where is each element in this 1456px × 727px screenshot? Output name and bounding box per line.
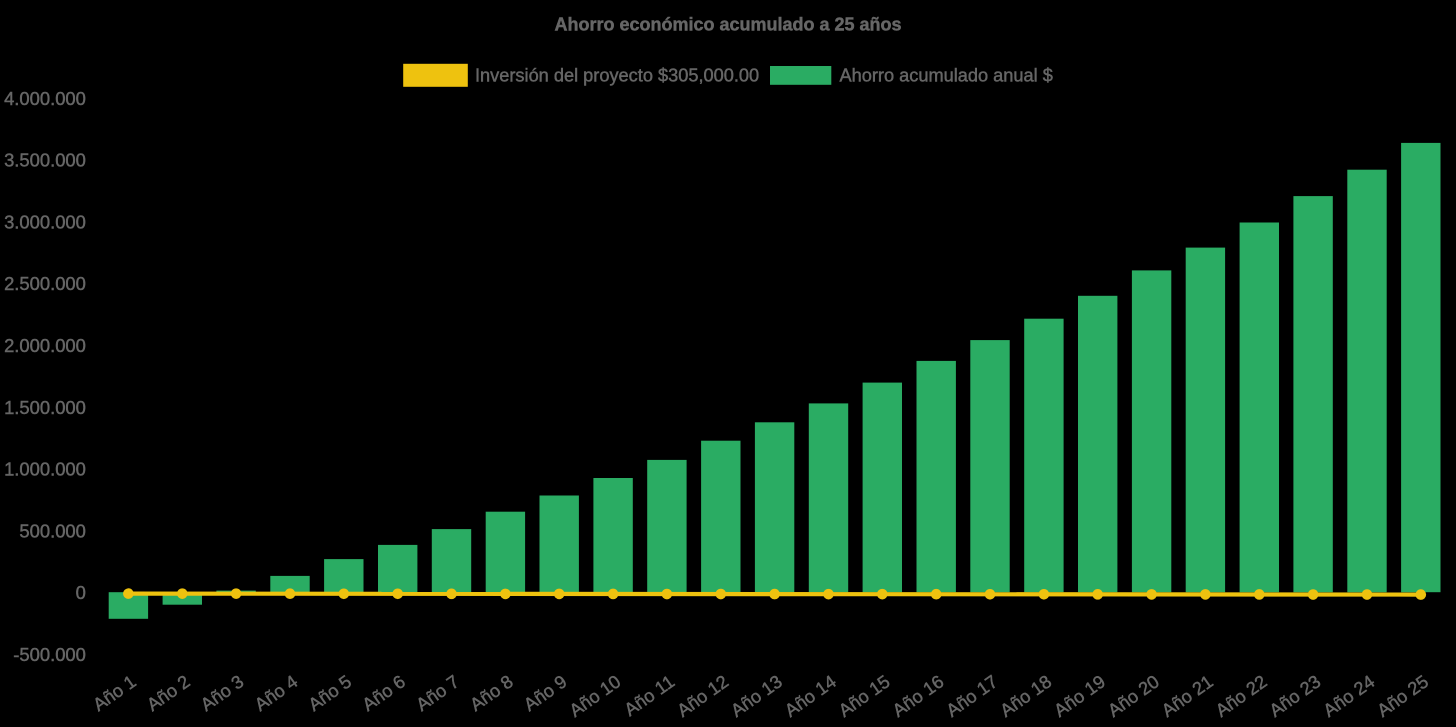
svg-text:Ahorro económico acumulado a 2: Ahorro económico acumulado a 25 años xyxy=(554,15,901,35)
svg-text:1.500.000: 1.500.000 xyxy=(4,397,86,418)
svg-text:-500.000: -500.000 xyxy=(13,644,86,665)
svg-text:1.000.000: 1.000.000 xyxy=(4,459,86,480)
svg-text:3.000.000: 3.000.000 xyxy=(4,212,86,233)
svg-text:0: 0 xyxy=(76,582,86,603)
svg-text:2.500.000: 2.500.000 xyxy=(4,273,86,294)
svg-text:500.000: 500.000 xyxy=(19,520,85,541)
svg-text:Inversión del proyecto $305,00: Inversión del proyecto $305,000.00 xyxy=(475,65,759,85)
svg-text:2.000.000: 2.000.000 xyxy=(4,335,86,356)
svg-text:4.000.000: 4.000.000 xyxy=(4,88,86,109)
svg-text:3.500.000: 3.500.000 xyxy=(4,150,86,171)
svg-text:Ahorro acumulado anual $: Ahorro acumulado anual $ xyxy=(840,65,1053,85)
